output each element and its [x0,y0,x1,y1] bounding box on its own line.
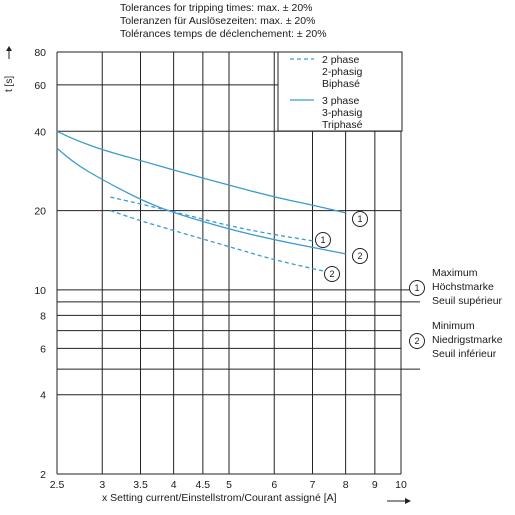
legend-2phase-en: 2 phase [322,54,360,66]
y-tick-label: 8 [40,310,46,322]
side-note-min-3: Seuil inférieur [432,348,497,360]
x-tick-label: 3 [99,479,105,491]
side-marker-max: 1 [409,280,425,296]
y-tick-label: 4 [40,390,46,402]
y-tick-label: 6 [40,343,46,355]
x-tick-label: 5 [226,479,232,491]
y-tick-label: 10 [34,285,46,297]
x-tick-label: 7 [310,479,316,491]
side-note-max-2: Höchstmarke [432,281,494,293]
legend-2phase-fr: Biphasé [322,78,360,90]
y-tick-label: 80 [34,47,46,59]
y-axis-arrow-icon [6,46,12,59]
curves [56,130,346,272]
y-tick-label: 60 [34,80,46,92]
legend-box [277,51,403,132]
x-tick-label: 2.5 [50,479,65,491]
x-axis-label: x Setting current/Einstellstrom/Courant … [102,492,337,504]
x-tick-label: 4.5 [196,479,211,491]
x-tick-label: 10 [395,479,407,491]
curve-marker-3phase-min: 2 [352,248,368,264]
legend-3phase-fr: Triphasé [322,119,363,131]
y-axis-label: t [s] [4,75,15,92]
x-axis-arrow-icon [387,498,411,504]
legend-3phase-de: 3-phasig [322,107,363,119]
side-marker-min: 2 [409,333,425,349]
series-3phase-curve-2 [56,147,346,255]
side-note-max-1: Maximum [432,267,478,279]
x-tick-label: 8 [343,479,349,491]
curve-marker-2phase-min: 2 [324,266,340,282]
y-tick-label: 20 [34,206,46,218]
legend-solid-swatch [290,99,314,101]
side-note-min-1: Minimum [432,320,475,332]
tick-labels: 2.5 3 3.5 4 4.5 5 6 7 8 9 10 2 4 6 8 10 20 40 60 80 [34,47,407,491]
x-tick-label: 3.5 [133,479,148,491]
legend-dashed-swatch [290,58,314,60]
tolerance-note-de: Toleranzen für Auslösezeiten: max. ± 20% [120,15,316,27]
y-tick-label: 2 [40,469,46,481]
series-2phase-curve-1 [110,196,320,243]
legend-3phase-en: 3 phase [322,95,360,107]
curve-marker-2phase-max: 1 [315,232,331,248]
side-note-max-3: Seuil supérieur [432,295,503,307]
curve-marker-3phase-max: 1 [352,211,368,227]
x-tick-label: 4 [171,479,177,491]
tolerance-note-en: Tolerances for tripping times: max. ± 20… [120,2,313,14]
series-2phase-curve-2 [110,209,324,272]
x-tick-label: 9 [372,479,378,491]
grid [56,51,420,475]
tolerance-note-fr: Tolérances temps de déclenchement: ± 20% [120,28,327,40]
side-note-min-2: Niedrigstmarke [432,334,503,346]
x-tick-label: 6 [271,479,277,491]
series-3phase-curve-1 [56,130,346,214]
y-tick-label: 40 [34,126,46,138]
legend-2phase-de: 2-phasig [322,66,363,78]
